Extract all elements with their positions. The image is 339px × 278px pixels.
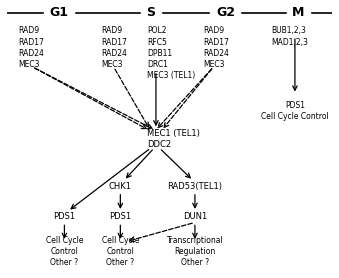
- Text: POL2
RFC5
DPB11
DRC1
MEC3 (TEL1): POL2 RFC5 DPB11 DRC1 MEC3 (TEL1): [147, 26, 196, 80]
- Text: S: S: [146, 6, 155, 19]
- Text: MEC1 (TEL1)
DDC2: MEC1 (TEL1) DDC2: [147, 129, 200, 149]
- Text: M: M: [292, 6, 304, 19]
- Text: RAD9
RAD17
RAD24
MEC3: RAD9 RAD17 RAD24 MEC3: [102, 26, 127, 69]
- Text: RAD9
RAD17
RAD24
MEC3: RAD9 RAD17 RAD24 MEC3: [19, 26, 44, 69]
- Text: DUN1: DUN1: [183, 212, 207, 221]
- Text: G2: G2: [216, 6, 235, 19]
- Text: Cell Cycle
Control
Other ?: Cell Cycle Control Other ?: [46, 236, 83, 267]
- Text: RAD9
RAD17
RAD24
MEC3: RAD9 RAD17 RAD24 MEC3: [203, 26, 229, 69]
- Text: PDS1: PDS1: [109, 212, 132, 221]
- Text: BUB1,2,3
MAD1,2,3: BUB1,2,3 MAD1,2,3: [271, 26, 308, 46]
- Text: CHK1: CHK1: [109, 182, 132, 191]
- Text: PDS1
Cell Cycle Control: PDS1 Cell Cycle Control: [261, 101, 329, 121]
- Text: Transcriptional
Regulation
Other ?: Transcriptional Regulation Other ?: [166, 236, 223, 267]
- Text: PDS1: PDS1: [53, 212, 76, 221]
- Text: Cell Cycle
Control
Other ?: Cell Cycle Control Other ?: [102, 236, 139, 267]
- Text: G1: G1: [50, 6, 69, 19]
- Text: RAD53(TEL1): RAD53(TEL1): [167, 182, 222, 191]
